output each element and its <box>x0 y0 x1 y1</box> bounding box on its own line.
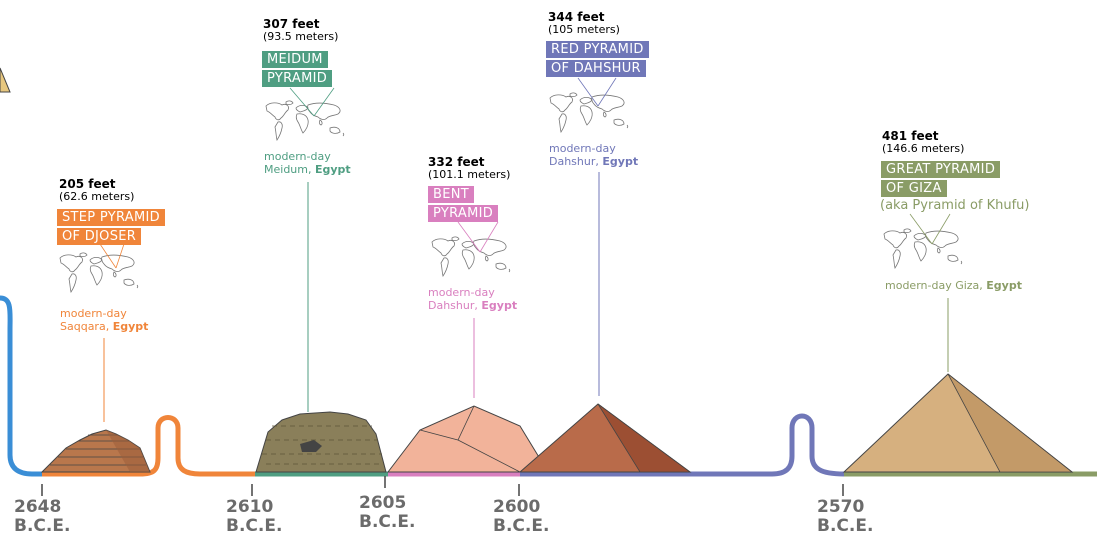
giza-location: modern-day Giza, Egypt <box>885 279 1022 292</box>
giza-name: GREAT PYRAMID OF GIZA <box>881 161 1001 199</box>
djoser-location: modern-day Saqqara, Egypt <box>60 307 148 333</box>
name-line: GREAT PYRAMID <box>881 161 1001 178</box>
location-country: Egypt <box>112 320 149 334</box>
name-line: PYRAMID <box>428 205 499 222</box>
bent-pyramid-icon <box>386 405 549 473</box>
location-prefix: modern-day <box>549 142 616 155</box>
timeline-line <box>0 295 1097 477</box>
red-name: RED PYRAMID OF DAHSHUR <box>546 41 649 79</box>
year-era: B.C.E. <box>359 511 416 532</box>
meidum-location: modern-day Meidum, Egypt <box>264 150 351 176</box>
location-prefix: modern-day Giza, <box>885 279 983 292</box>
location-city: Dahshur, <box>428 299 478 313</box>
height-feet: 481 feet <box>882 129 939 143</box>
location-city: Meidum, <box>264 163 312 177</box>
red-pyramid-icon <box>518 403 692 473</box>
location-country: Egypt <box>986 279 1022 292</box>
location-country: Egypt <box>314 163 351 177</box>
giza-pyramid-icon <box>842 373 1074 473</box>
location-prefix: modern-day <box>428 286 495 299</box>
height-feet: 307 feet <box>263 17 320 31</box>
world-map-icon <box>59 243 139 293</box>
red-height: 344 feet (105 meters) <box>548 11 620 35</box>
name-line: OF DAHSHUR <box>546 60 646 77</box>
location-prefix: modern-day <box>60 307 127 320</box>
bent-location: modern-day Dahshur, Egypt <box>428 286 517 312</box>
year-label: 2570 B.C.E. <box>817 498 873 535</box>
name-line: BENT <box>428 186 474 203</box>
height-meters: (101.1 meters) <box>428 167 511 181</box>
height-meters: (93.5 meters) <box>263 29 339 43</box>
height-meters: (105 meters) <box>548 22 620 36</box>
name-line: STEP PYRAMID <box>57 209 165 226</box>
name-line: OF DJOSER <box>57 228 142 245</box>
name-line: OF GIZA <box>881 180 947 197</box>
bent-height: 332 feet (101.1 meters) <box>428 156 510 180</box>
year-ticks <box>41 476 844 496</box>
djoser-pyramid-icon <box>40 429 151 473</box>
giza-height: 481 feet (146.6 meters) <box>882 130 964 154</box>
year-era: B.C.E. <box>226 515 283 536</box>
height-meters: (146.6 meters) <box>882 141 965 155</box>
year-label: 2600 B.C.E. <box>493 498 549 535</box>
giza-aka: (aka Pyramid of Khufu) <box>880 198 1030 213</box>
year-era: B.C.E. <box>493 515 550 536</box>
height-feet: 344 feet <box>548 10 605 24</box>
djoser-height: 205 feet (62.6 meters) <box>59 178 134 202</box>
year-label: 2648 B.C.E. <box>14 498 70 535</box>
world-map-icon <box>431 221 511 277</box>
year-era: B.C.E. <box>817 515 874 536</box>
year-era: B.C.E. <box>14 515 71 536</box>
meidum-name: MEIDUM PYRAMID <box>262 51 333 89</box>
partial-pyramid-icon <box>0 67 11 93</box>
djoser-name: STEP PYRAMID OF DJOSER <box>57 209 165 247</box>
name-line: MEIDUM <box>262 51 328 68</box>
location-prefix: modern-day <box>264 150 331 163</box>
location-city: Saqqara, <box>60 320 110 334</box>
meidum-pyramid-icon <box>255 411 387 473</box>
height-meters: (62.6 meters) <box>59 189 135 203</box>
world-map-icon <box>883 213 963 269</box>
world-map-icon <box>265 87 345 141</box>
height-feet: 205 feet <box>59 177 116 191</box>
year-number: 2648 <box>14 497 62 517</box>
location-country: Egypt <box>481 299 518 313</box>
meidum-height: 307 feet (93.5 meters) <box>263 18 338 42</box>
year-number: 2610 <box>226 497 274 517</box>
location-city: Dahshur, <box>549 155 599 169</box>
height-feet: 332 feet <box>428 155 485 169</box>
world-map-icon <box>549 77 629 133</box>
location-country: Egypt <box>602 155 639 169</box>
name-line: PYRAMID <box>262 70 333 87</box>
bent-name: BENT PYRAMID <box>428 186 499 224</box>
red-location: modern-day Dahshur, Egypt <box>549 142 638 168</box>
year-number: 2570 <box>817 497 865 517</box>
year-label: 2605 B.C.E. <box>359 494 415 531</box>
connector-lines <box>103 172 949 422</box>
year-number: 2600 <box>493 497 541 517</box>
year-label: 2610 B.C.E. <box>226 498 282 535</box>
name-line: RED PYRAMID <box>546 41 649 58</box>
year-number: 2605 <box>359 493 407 513</box>
